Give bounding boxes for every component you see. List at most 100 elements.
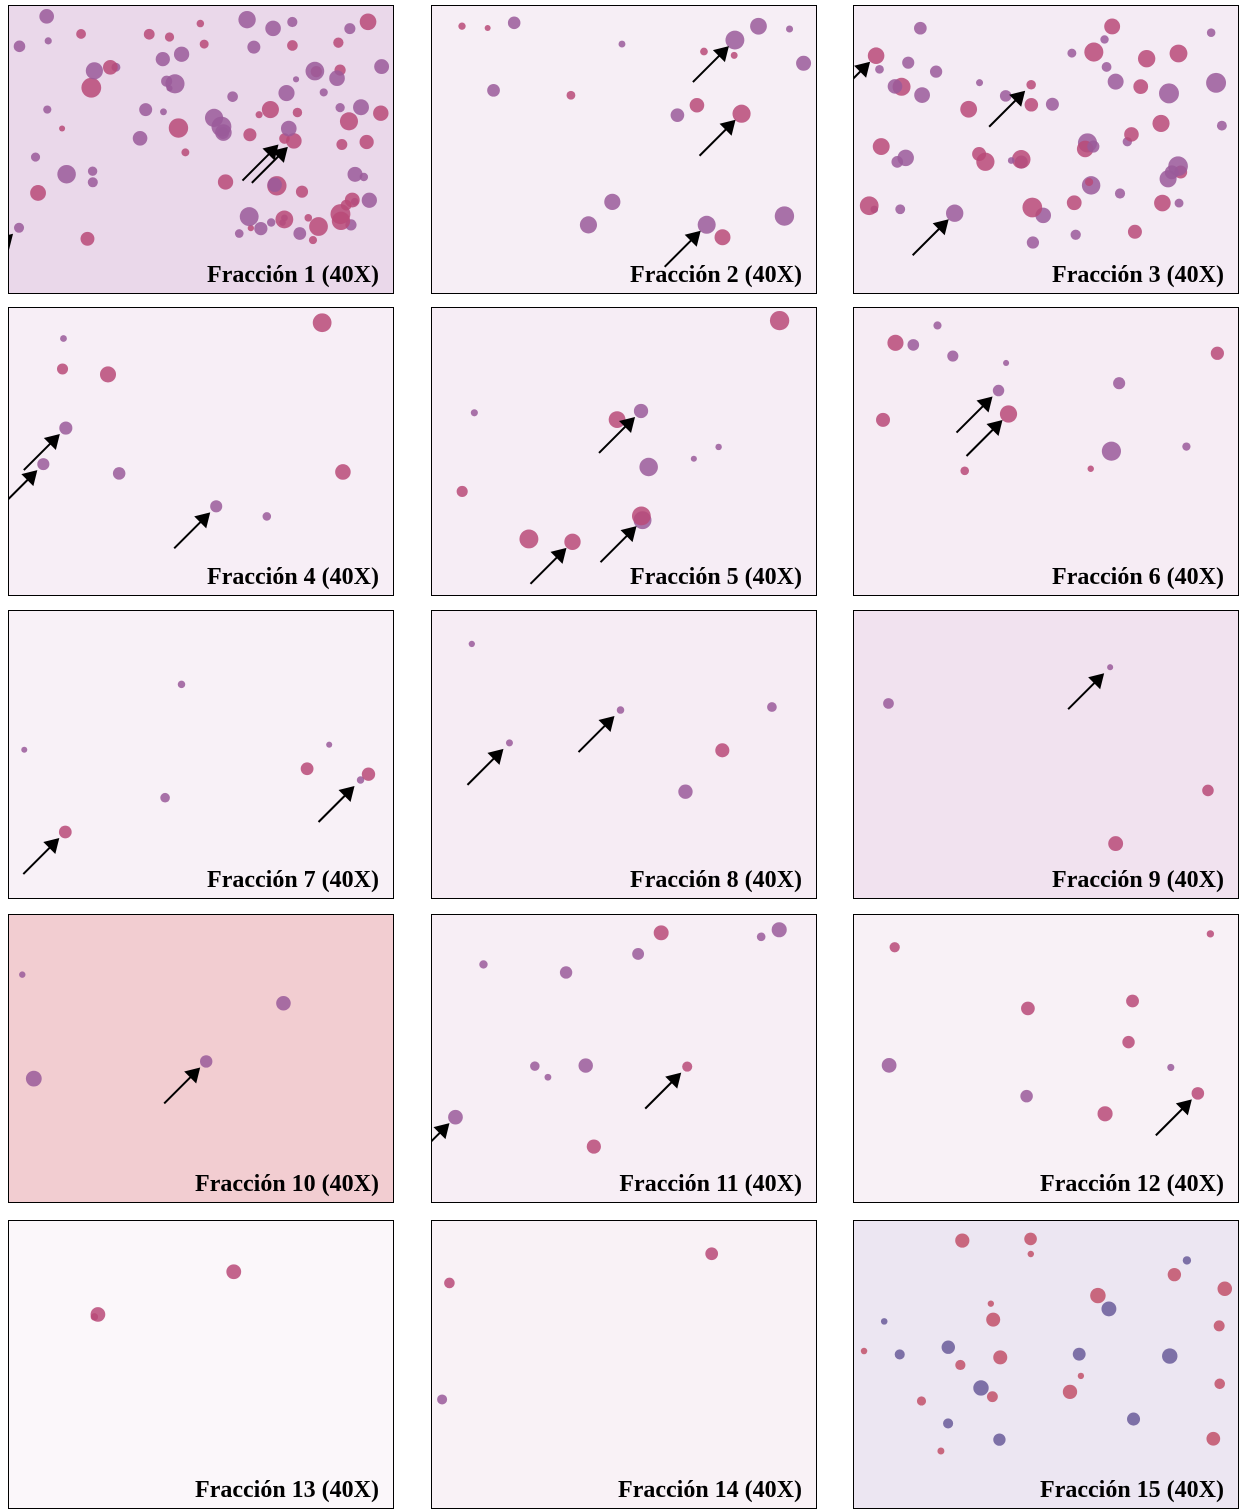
cell	[1085, 178, 1093, 186]
panel-label: Fracción 3 (40X)	[1052, 262, 1224, 289]
cell	[362, 768, 375, 781]
figure: Fracción 1 (40X) Fracción 2 (40X) Fracción…	[0, 0, 1241, 1509]
cell	[309, 236, 317, 244]
cell	[57, 363, 68, 374]
micrograph-panel: Fracción 3 (40X)	[853, 5, 1239, 294]
cell	[200, 1055, 212, 1067]
cell	[88, 177, 98, 187]
cell	[678, 785, 692, 799]
micrograph	[9, 611, 393, 898]
cell	[907, 339, 919, 351]
panel-label: Fracción 8 (40X)	[630, 867, 802, 894]
micrograph	[854, 915, 1238, 1202]
cell	[632, 507, 651, 526]
cell	[373, 105, 388, 120]
cell	[682, 1062, 692, 1072]
cell	[26, 1071, 42, 1087]
micrograph-panel: Fracción 13 (40X)	[8, 1220, 394, 1509]
cell	[156, 52, 170, 66]
cell	[796, 56, 811, 71]
cell	[887, 335, 903, 351]
cell	[1202, 785, 1214, 797]
cell	[45, 37, 52, 44]
cell	[293, 108, 302, 117]
cell	[888, 79, 903, 94]
cell	[268, 178, 282, 192]
cell	[1073, 1348, 1086, 1361]
cell	[700, 48, 708, 56]
cell	[256, 111, 263, 118]
micrograph-panel: Fracción 9 (40X)	[853, 610, 1239, 899]
cell	[861, 1348, 867, 1354]
cell	[471, 409, 478, 416]
cell	[30, 185, 46, 201]
micrograph	[854, 308, 1238, 595]
cell	[914, 87, 930, 103]
cell	[1175, 199, 1184, 208]
cell	[993, 1433, 1005, 1445]
micrograph	[854, 6, 1238, 293]
background	[854, 308, 1238, 595]
cell	[1167, 1064, 1174, 1071]
panel-label: Fracción 5 (40X)	[630, 564, 802, 591]
cell	[883, 698, 894, 709]
micrograph	[9, 915, 393, 1202]
cell	[21, 747, 27, 753]
panel-label: Fracción 11 (40X)	[619, 1171, 802, 1198]
cell	[81, 78, 101, 98]
cell	[247, 41, 260, 54]
panel-label: Fracción 4 (40X)	[207, 564, 379, 591]
cell	[1102, 62, 1112, 72]
cell	[914, 22, 927, 35]
cell	[933, 321, 941, 329]
cell	[1170, 45, 1188, 63]
cell	[1113, 377, 1125, 389]
cell	[1218, 1281, 1233, 1296]
cell	[639, 458, 658, 477]
background	[432, 915, 816, 1202]
cell	[240, 207, 259, 226]
cell	[609, 411, 626, 428]
cell	[1071, 230, 1081, 240]
background	[854, 915, 1238, 1202]
cell	[786, 25, 793, 32]
cell	[305, 214, 313, 222]
cell	[218, 174, 233, 189]
micrograph-panel: Fracción 2 (40X)	[431, 5, 817, 294]
cell	[587, 1139, 601, 1153]
cell	[238, 11, 255, 28]
cell	[309, 217, 328, 236]
cell	[353, 99, 369, 115]
panel-label: Fracción 1 (40X)	[207, 262, 379, 289]
cell	[564, 534, 580, 550]
cell	[691, 456, 697, 462]
cell	[955, 1360, 965, 1370]
cell	[210, 500, 222, 512]
micrograph-panel: Fracción 5 (40X)	[431, 307, 817, 596]
cell	[986, 1313, 1000, 1327]
cell	[1078, 1373, 1084, 1379]
cell	[444, 1278, 455, 1289]
cell	[1217, 121, 1227, 131]
micrograph	[432, 611, 816, 898]
cell	[226, 1264, 241, 1279]
cell	[335, 103, 344, 112]
cell	[479, 960, 487, 968]
background	[9, 1221, 393, 1508]
cell	[341, 200, 352, 211]
cell	[617, 706, 625, 714]
cell	[344, 23, 355, 34]
cell	[458, 23, 465, 30]
cell	[632, 948, 644, 960]
micrograph	[854, 1221, 1238, 1508]
cell	[715, 444, 721, 450]
cell	[360, 13, 377, 30]
cell	[506, 739, 513, 746]
cell	[100, 366, 116, 382]
cell	[326, 742, 332, 748]
cell	[166, 85, 172, 91]
cell	[348, 167, 363, 182]
cell	[1154, 195, 1171, 212]
cell	[715, 229, 731, 245]
cell	[14, 41, 26, 53]
